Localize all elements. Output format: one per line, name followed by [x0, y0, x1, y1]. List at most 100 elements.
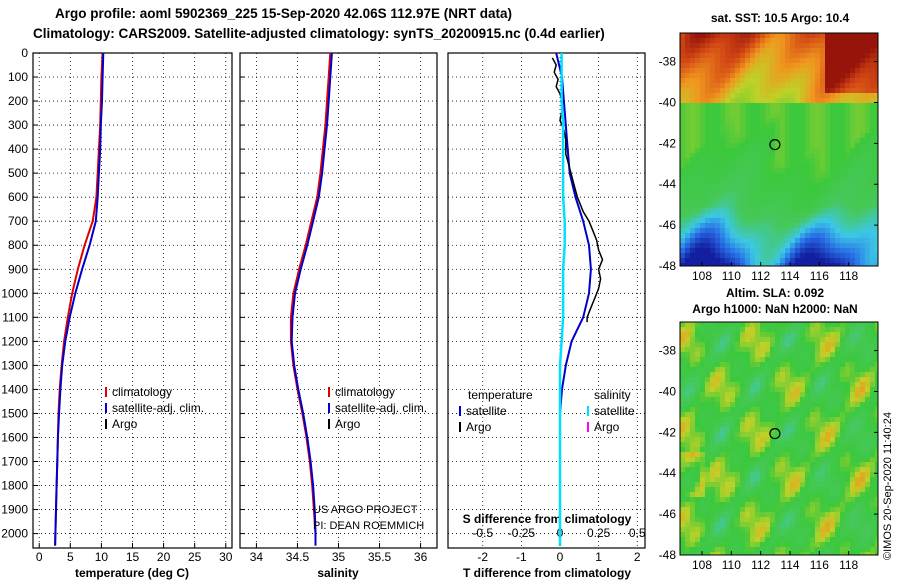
series-sal-satellite	[290, 52, 333, 546]
map-x-tick-label-sst: 112	[751, 269, 770, 283]
sla-map-title: Altim. SLA: 0.092	[726, 286, 824, 300]
legend-title-sal: salinity	[594, 388, 631, 402]
x2-tick-label: 0.5	[629, 526, 646, 540]
map-y-tick-label-sla: -44	[659, 466, 677, 480]
y-tick-label: 2000	[1, 527, 28, 541]
map-y-tick-label-sst: -48	[659, 259, 677, 273]
map-y-tick-label-sst: -46	[659, 218, 677, 232]
y-tick-label: 700	[8, 214, 28, 228]
map-x-tick-label-sla: 118	[839, 558, 858, 572]
map-field-sst	[680, 33, 878, 266]
y-tick-label: 100	[8, 70, 28, 84]
legend-label-tdiff: Argo	[466, 420, 492, 434]
legend-label-sal: satellite-adj. clim.	[335, 401, 427, 415]
map-x-tick-label-sla: 108	[692, 558, 712, 572]
legend-title-temp: temperature	[468, 388, 533, 402]
x-tick-label-salinity: 34	[250, 550, 264, 564]
legend-label-sal: climatology	[335, 385, 395, 399]
y-tick-label: 1500	[1, 406, 28, 420]
legend-label-sdiff: satellite	[594, 404, 635, 418]
x-tick-label-temperature: 15	[126, 550, 140, 564]
map-x-tick-label-sla: 110	[722, 558, 741, 572]
sla-map-subtitle: Argo h1000: NaN h2000: NaN	[692, 302, 857, 316]
x-axis-label-difference: T difference from climatology	[463, 566, 631, 580]
map-x-tick-label-sst: 116	[810, 269, 829, 283]
x-tick-label-difference: -1	[516, 550, 527, 564]
title-line-1: Argo profile: aoml 5902369_225 15-Sep-20…	[55, 6, 512, 21]
sst-map-title: sat. SST: 10.5 Argo: 10.4	[711, 11, 850, 25]
x-axis-label-temperature: temperature (deg C)	[75, 566, 189, 580]
map-y-tick-label-sst: -40	[659, 95, 677, 109]
y-tick-label: 1200	[1, 334, 28, 348]
x-axis-label-salinity: salinity	[317, 566, 359, 580]
map-y-tick-label-sla: -48	[659, 548, 677, 562]
y-tick-label: 0	[21, 46, 28, 60]
y-tick-label: 1400	[1, 382, 28, 396]
map-y-tick-label-sst: -42	[659, 136, 677, 150]
y-tick-label: 400	[8, 142, 28, 156]
y-tick-label: 800	[8, 238, 28, 252]
map-frame-sst	[679, 32, 879, 267]
x-tick-label-temperature: 10	[95, 550, 109, 564]
series-tdiff-argo	[551, 57, 604, 323]
legend-label-sdiff: Argo	[594, 420, 620, 434]
x-tick-label-salinity: 35	[332, 550, 346, 564]
x-tick-label-salinity: 35.5	[368, 550, 392, 564]
title-line-2: Climatology: CARS2009. Satellite-adjuste…	[33, 26, 605, 41]
y-tick-label: 300	[8, 118, 28, 132]
map-x-tick-label-sla: 112	[751, 558, 770, 572]
legend-label-temp: climatology	[112, 385, 172, 399]
x-tick-label-temperature: 20	[157, 550, 171, 564]
y-tick-label: 1100	[2, 310, 28, 324]
y-tick-label: 1600	[1, 430, 28, 444]
x-tick-label-temperature: 25	[188, 550, 202, 564]
y-tick-label: 1700	[1, 454, 28, 468]
map-y-tick-label-sla: -38	[659, 344, 677, 358]
y-tick-label: 500	[8, 166, 28, 180]
x-tick-label-salinity: 36	[414, 550, 428, 564]
legend-label-tdiff: satellite	[466, 404, 507, 418]
map-sla	[679, 321, 879, 556]
x-tick-label-difference: -2	[477, 550, 488, 564]
y-tick-label: 200	[8, 94, 28, 108]
panel-frame-difference	[447, 52, 646, 549]
map-x-tick-label-sst: 108	[692, 269, 712, 283]
map-y-tick-label-sst: -44	[659, 177, 677, 191]
map-y-tick-label-sla: -42	[659, 425, 677, 439]
profile-location-marker-sla	[769, 427, 781, 440]
map-sst	[679, 32, 879, 267]
legend-label-sal: Argo	[335, 417, 361, 431]
y-tick-label: 1800	[1, 479, 28, 493]
profile-location-marker-sst	[769, 138, 781, 151]
x-tick-label-difference: 2	[634, 550, 641, 564]
series-sdiff-satellite	[558, 53, 566, 546]
legend-label-temp: Argo	[112, 417, 138, 431]
x2-tick-label: -0.5	[472, 526, 493, 540]
x2-axis-label: S difference from climatology	[463, 512, 632, 526]
map-x-tick-label-sla: 116	[810, 558, 829, 572]
legend-label-temp: satellite-adj. clim.	[112, 401, 204, 415]
map-y-tick-label-sst: -38	[659, 55, 677, 69]
x-tick-label-temperature: 0	[36, 550, 43, 564]
map-y-tick-label-sla: -46	[659, 507, 677, 521]
map-frame-sla	[679, 321, 879, 556]
x2-tick-label: -0.25	[508, 526, 536, 540]
x2-tick-label: 0.25	[587, 526, 611, 540]
y-tick-label: 1000	[1, 286, 28, 300]
map-field-sla	[680, 322, 878, 555]
map-x-tick-label-sst: 114	[780, 269, 799, 283]
map-x-tick-label-sst: 118	[839, 269, 858, 283]
annotation-project: US ARGO PROJECT	[313, 504, 418, 516]
x-tick-label-salinity: 34.5	[286, 550, 310, 564]
x-tick-label-difference: 0	[557, 550, 564, 564]
x-tick-label-temperature: 5	[67, 550, 74, 564]
annotation-pi: PI: DEAN ROEMMICH	[313, 520, 424, 532]
y-tick-label: 1300	[1, 358, 28, 372]
series-temp-satellite	[54, 52, 105, 546]
map-x-tick-label-sla: 114	[780, 558, 799, 572]
y-tick-label: 900	[8, 262, 28, 276]
x-tick-label-difference: 1	[595, 550, 602, 564]
x-tick-label-temperature: 30	[219, 550, 233, 564]
map-y-tick-label-sla: -40	[659, 384, 677, 398]
